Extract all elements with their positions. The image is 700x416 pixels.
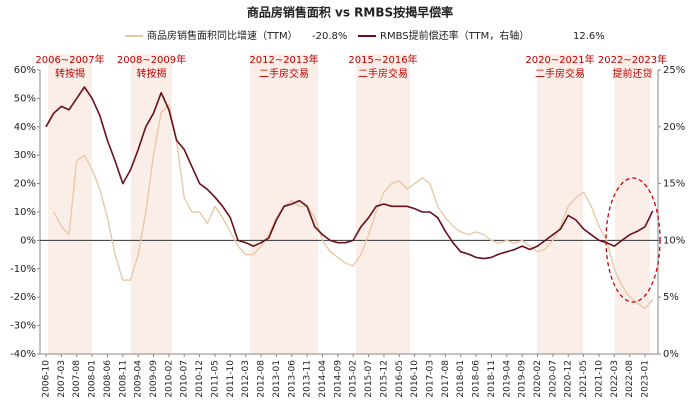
y-tick-label: 50% <box>14 93 36 104</box>
series-line <box>53 103 654 310</box>
x-tick-label: 2013-06 <box>287 360 297 398</box>
x-tick-label: 2012-03 <box>241 360 251 398</box>
x-tick-label: 2016-05 <box>395 360 405 398</box>
period-band <box>131 54 172 354</box>
x-tick-label: 2012-08 <box>257 360 267 398</box>
annotation-period: 2022~2023年 <box>598 53 667 66</box>
x-tick-label: 2015-07 <box>364 360 374 398</box>
x-tick-label: 2023-01 <box>641 360 651 398</box>
legend-value: -20.8% <box>312 31 347 42</box>
x-tick-label: 2015-12 <box>379 360 389 398</box>
x-tick-label: 2016-10 <box>410 360 420 398</box>
highlight-ellipse <box>605 177 661 303</box>
x-tick-label: 2013-11 <box>303 360 313 398</box>
x-tick-label: 2007-08 <box>72 360 82 398</box>
legend-label: 商品房销售面积同比增速（TTM） <box>147 29 298 42</box>
y-tick-label: 30% <box>14 150 36 161</box>
x-tick-label: 2008-01 <box>88 360 98 398</box>
x-tick-label: 2021-05 <box>579 360 589 398</box>
annotation-period: 2015~2016年 <box>348 53 417 66</box>
x-tick-label: 2020-07 <box>548 360 558 398</box>
y-tick-label: 40% <box>14 122 36 133</box>
x-tick-label: 2020-12 <box>564 360 574 398</box>
x-tick-label: 2019-09 <box>518 360 528 398</box>
annotation-text: 二手房交易 <box>259 67 309 80</box>
x-tick-label: 2006-10 <box>42 360 52 398</box>
annotation-text: 二手房交易 <box>535 67 585 80</box>
y2-tick-label: 20% <box>663 122 685 133</box>
x-tick-label: 2014-04 <box>318 360 328 398</box>
y-tick-label: -10% <box>10 264 36 275</box>
annotation-text: 转按揭 <box>55 67 85 80</box>
annotation-period: 2008~2009年 <box>117 53 186 66</box>
annotation-text: 转按揭 <box>137 67 167 80</box>
x-tick-label: 2018-11 <box>487 360 497 398</box>
x-tick-label: 2009-04 <box>134 360 144 398</box>
x-tick-label: 2022-03 <box>610 360 620 398</box>
y-tick-label: 60% <box>14 65 36 76</box>
annotation-period: 2006~2007年 <box>35 53 104 66</box>
x-tick-label: 2017-03 <box>426 360 436 398</box>
period-band <box>537 54 583 354</box>
x-tick-label: 2008-06 <box>103 360 113 398</box>
y-tick-label: 20% <box>14 179 36 190</box>
period-band <box>250 54 318 354</box>
x-tick-label: 2013-01 <box>272 360 282 398</box>
y2-tick-label: 5% <box>663 292 679 303</box>
chart-title: 商品房销售面积 vs RMBS按揭早偿率 <box>247 5 453 20</box>
x-tick-label: 2018-06 <box>472 360 482 398</box>
y2-tick-label: 0% <box>663 349 679 360</box>
y-tick-label: -40% <box>10 349 36 360</box>
legend-value: 12.6% <box>573 31 605 42</box>
x-tick-label: 2022-08 <box>625 360 635 398</box>
x-tick-label: 2015-02 <box>349 360 359 398</box>
x-tick-label: 2011-10 <box>226 360 236 398</box>
y-tick-label: -30% <box>10 321 36 332</box>
y-tick-label: -20% <box>10 292 36 303</box>
x-tick-label: 2021-10 <box>594 360 604 398</box>
x-tick-label: 2008-11 <box>118 360 128 398</box>
period-band <box>48 54 92 354</box>
x-tick-label: 2020-02 <box>533 360 543 398</box>
y2-tick-label: 10% <box>663 235 685 246</box>
x-tick-label: 2014-09 <box>333 360 343 398</box>
period-band <box>615 54 650 354</box>
annotation-text: 二手房交易 <box>358 67 408 80</box>
annotation-period: 2012~2013年 <box>249 53 318 66</box>
x-tick-label: 2010-12 <box>195 360 205 398</box>
legend-label: RMBS提前偿还率（TTM，右轴） <box>380 29 529 42</box>
series-line <box>45 86 654 260</box>
x-tick-label: 2010-02 <box>164 360 174 398</box>
x-tick-label: 2007-03 <box>57 360 67 398</box>
annotation-text: 提前还贷 <box>613 67 653 80</box>
x-tick-label: 2009-09 <box>149 360 159 398</box>
y-tick-label: 0% <box>20 235 36 246</box>
y-tick-label: 10% <box>14 207 36 218</box>
y2-tick-label: 25% <box>663 65 685 76</box>
annotation-period: 2020~2021年 <box>525 53 594 66</box>
x-tick-label: 2018-01 <box>456 360 466 398</box>
x-tick-label: 2019-04 <box>502 360 512 398</box>
x-tick-label: 2011-05 <box>210 360 220 398</box>
y2-tick-label: 15% <box>663 179 685 190</box>
x-tick-label: 2017-08 <box>441 360 451 398</box>
x-tick-label: 2010-07 <box>180 360 190 398</box>
